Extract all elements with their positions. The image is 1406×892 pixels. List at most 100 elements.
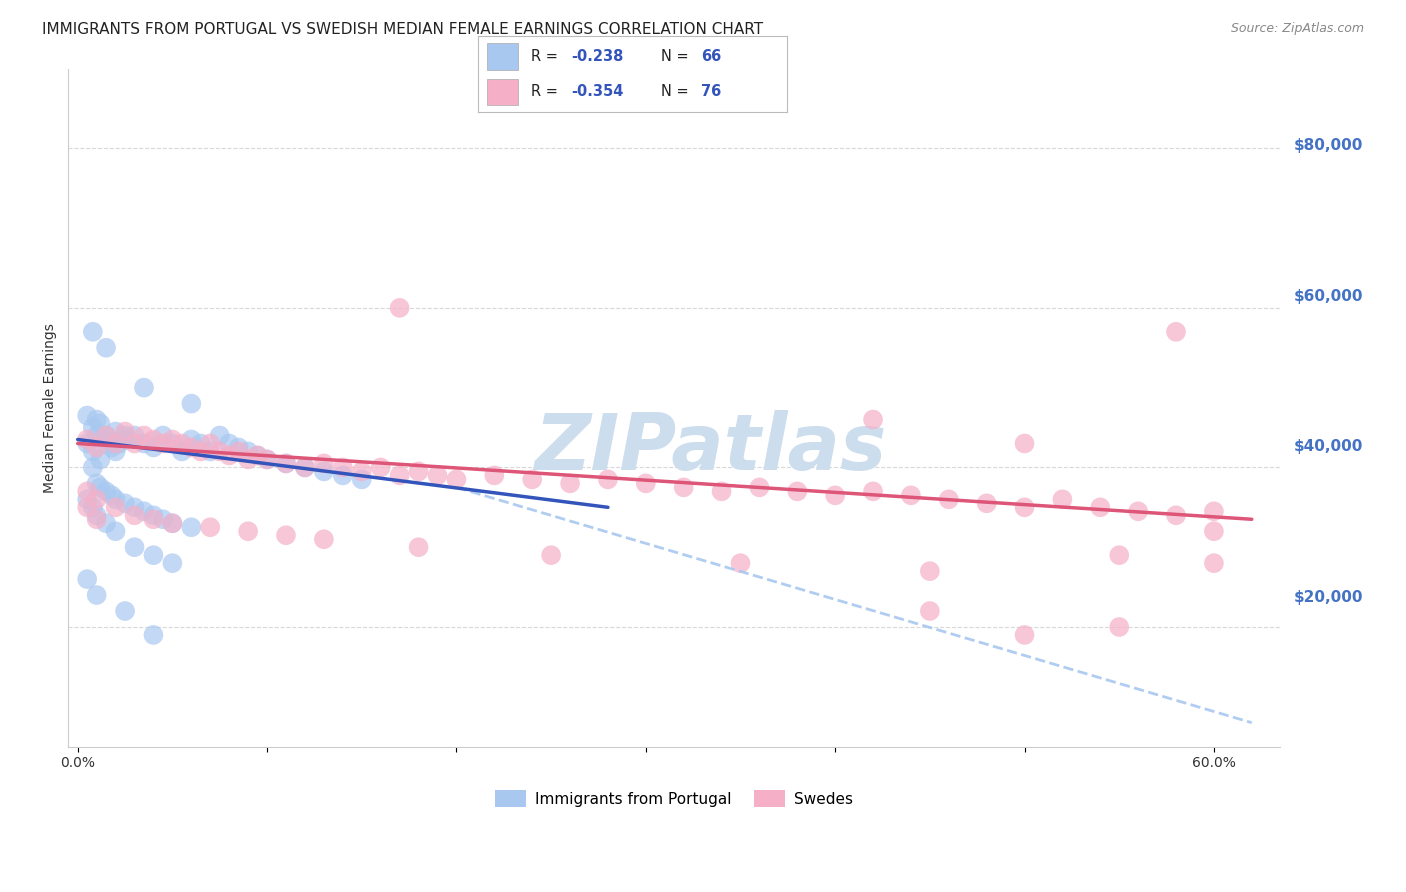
Point	[104, 436, 127, 450]
Point	[446, 472, 468, 486]
Point	[190, 444, 212, 458]
Point	[94, 433, 117, 447]
Point	[104, 524, 127, 539]
Point	[162, 436, 184, 450]
Point	[76, 433, 98, 447]
Point	[76, 484, 98, 499]
Point	[170, 444, 193, 458]
Point	[142, 548, 165, 562]
Point	[862, 412, 884, 426]
Point	[101, 488, 124, 502]
Point	[162, 516, 184, 531]
Point	[1202, 524, 1225, 539]
Point	[408, 464, 430, 478]
Point	[82, 325, 104, 339]
Bar	[488, 78, 519, 105]
Text: R =: R =	[530, 49, 562, 63]
Point	[162, 433, 184, 447]
Point	[634, 476, 657, 491]
Point	[132, 428, 155, 442]
Point	[104, 425, 127, 439]
Point	[94, 341, 117, 355]
Point	[114, 496, 136, 510]
Point	[101, 441, 124, 455]
Point	[710, 484, 733, 499]
Point	[114, 425, 136, 439]
Point	[132, 381, 155, 395]
Point	[274, 528, 297, 542]
Point	[86, 512, 108, 526]
Point	[124, 500, 146, 515]
Y-axis label: Median Female Earnings: Median Female Earnings	[44, 323, 58, 492]
Point	[94, 428, 117, 442]
Point	[124, 428, 146, 442]
Point	[180, 396, 202, 410]
Point	[294, 460, 316, 475]
Point	[162, 516, 184, 531]
Text: ZIPatlas: ZIPatlas	[534, 410, 887, 486]
Point	[180, 433, 202, 447]
Point	[730, 556, 752, 570]
Point	[1108, 620, 1130, 634]
Point	[900, 488, 922, 502]
Point	[142, 512, 165, 526]
Point	[672, 480, 695, 494]
Point	[540, 548, 562, 562]
Point	[294, 460, 316, 475]
Point	[152, 512, 174, 526]
Point	[86, 412, 108, 426]
Point	[170, 436, 193, 450]
Point	[748, 480, 770, 494]
Point	[426, 468, 449, 483]
Point	[312, 533, 335, 547]
Point	[76, 409, 98, 423]
Point	[350, 472, 373, 486]
Point	[76, 436, 98, 450]
Point	[522, 472, 544, 486]
Point	[388, 301, 411, 315]
Point	[976, 496, 998, 510]
Text: Source: ZipAtlas.com: Source: ZipAtlas.com	[1230, 22, 1364, 36]
Bar	[488, 43, 519, 70]
Point	[218, 449, 240, 463]
Point	[108, 436, 131, 450]
Point	[312, 457, 335, 471]
Point	[101, 436, 124, 450]
Point	[228, 444, 250, 458]
Point	[82, 500, 104, 515]
Point	[208, 444, 231, 458]
Point	[1164, 325, 1187, 339]
Point	[558, 476, 581, 491]
Point	[132, 436, 155, 450]
Point	[1014, 500, 1036, 515]
Point	[1202, 556, 1225, 570]
Point	[824, 488, 846, 502]
Text: R =: R =	[530, 84, 562, 98]
Point	[86, 476, 108, 491]
Point	[124, 436, 146, 450]
Point	[862, 484, 884, 499]
Point	[200, 520, 222, 534]
Point	[180, 441, 202, 455]
Point	[152, 428, 174, 442]
Text: 76: 76	[700, 84, 721, 98]
Point	[332, 460, 354, 475]
Text: 66: 66	[700, 49, 721, 63]
Point	[180, 520, 202, 534]
Point	[76, 572, 98, 586]
Point	[114, 604, 136, 618]
Point	[142, 441, 165, 455]
Text: IMMIGRANTS FROM PORTUGAL VS SWEDISH MEDIAN FEMALE EARNINGS CORRELATION CHART: IMMIGRANTS FROM PORTUGAL VS SWEDISH MEDI…	[42, 22, 763, 37]
Text: -0.238: -0.238	[571, 49, 623, 63]
Point	[256, 452, 278, 467]
Point	[236, 452, 259, 467]
Point	[86, 508, 108, 523]
Point	[86, 428, 108, 442]
Point	[938, 492, 960, 507]
Point	[408, 540, 430, 554]
Point	[274, 457, 297, 471]
Point	[104, 492, 127, 507]
Point	[200, 444, 222, 458]
Point	[274, 457, 297, 471]
Legend: Immigrants from Portugal, Swedes: Immigrants from Portugal, Swedes	[489, 784, 859, 814]
